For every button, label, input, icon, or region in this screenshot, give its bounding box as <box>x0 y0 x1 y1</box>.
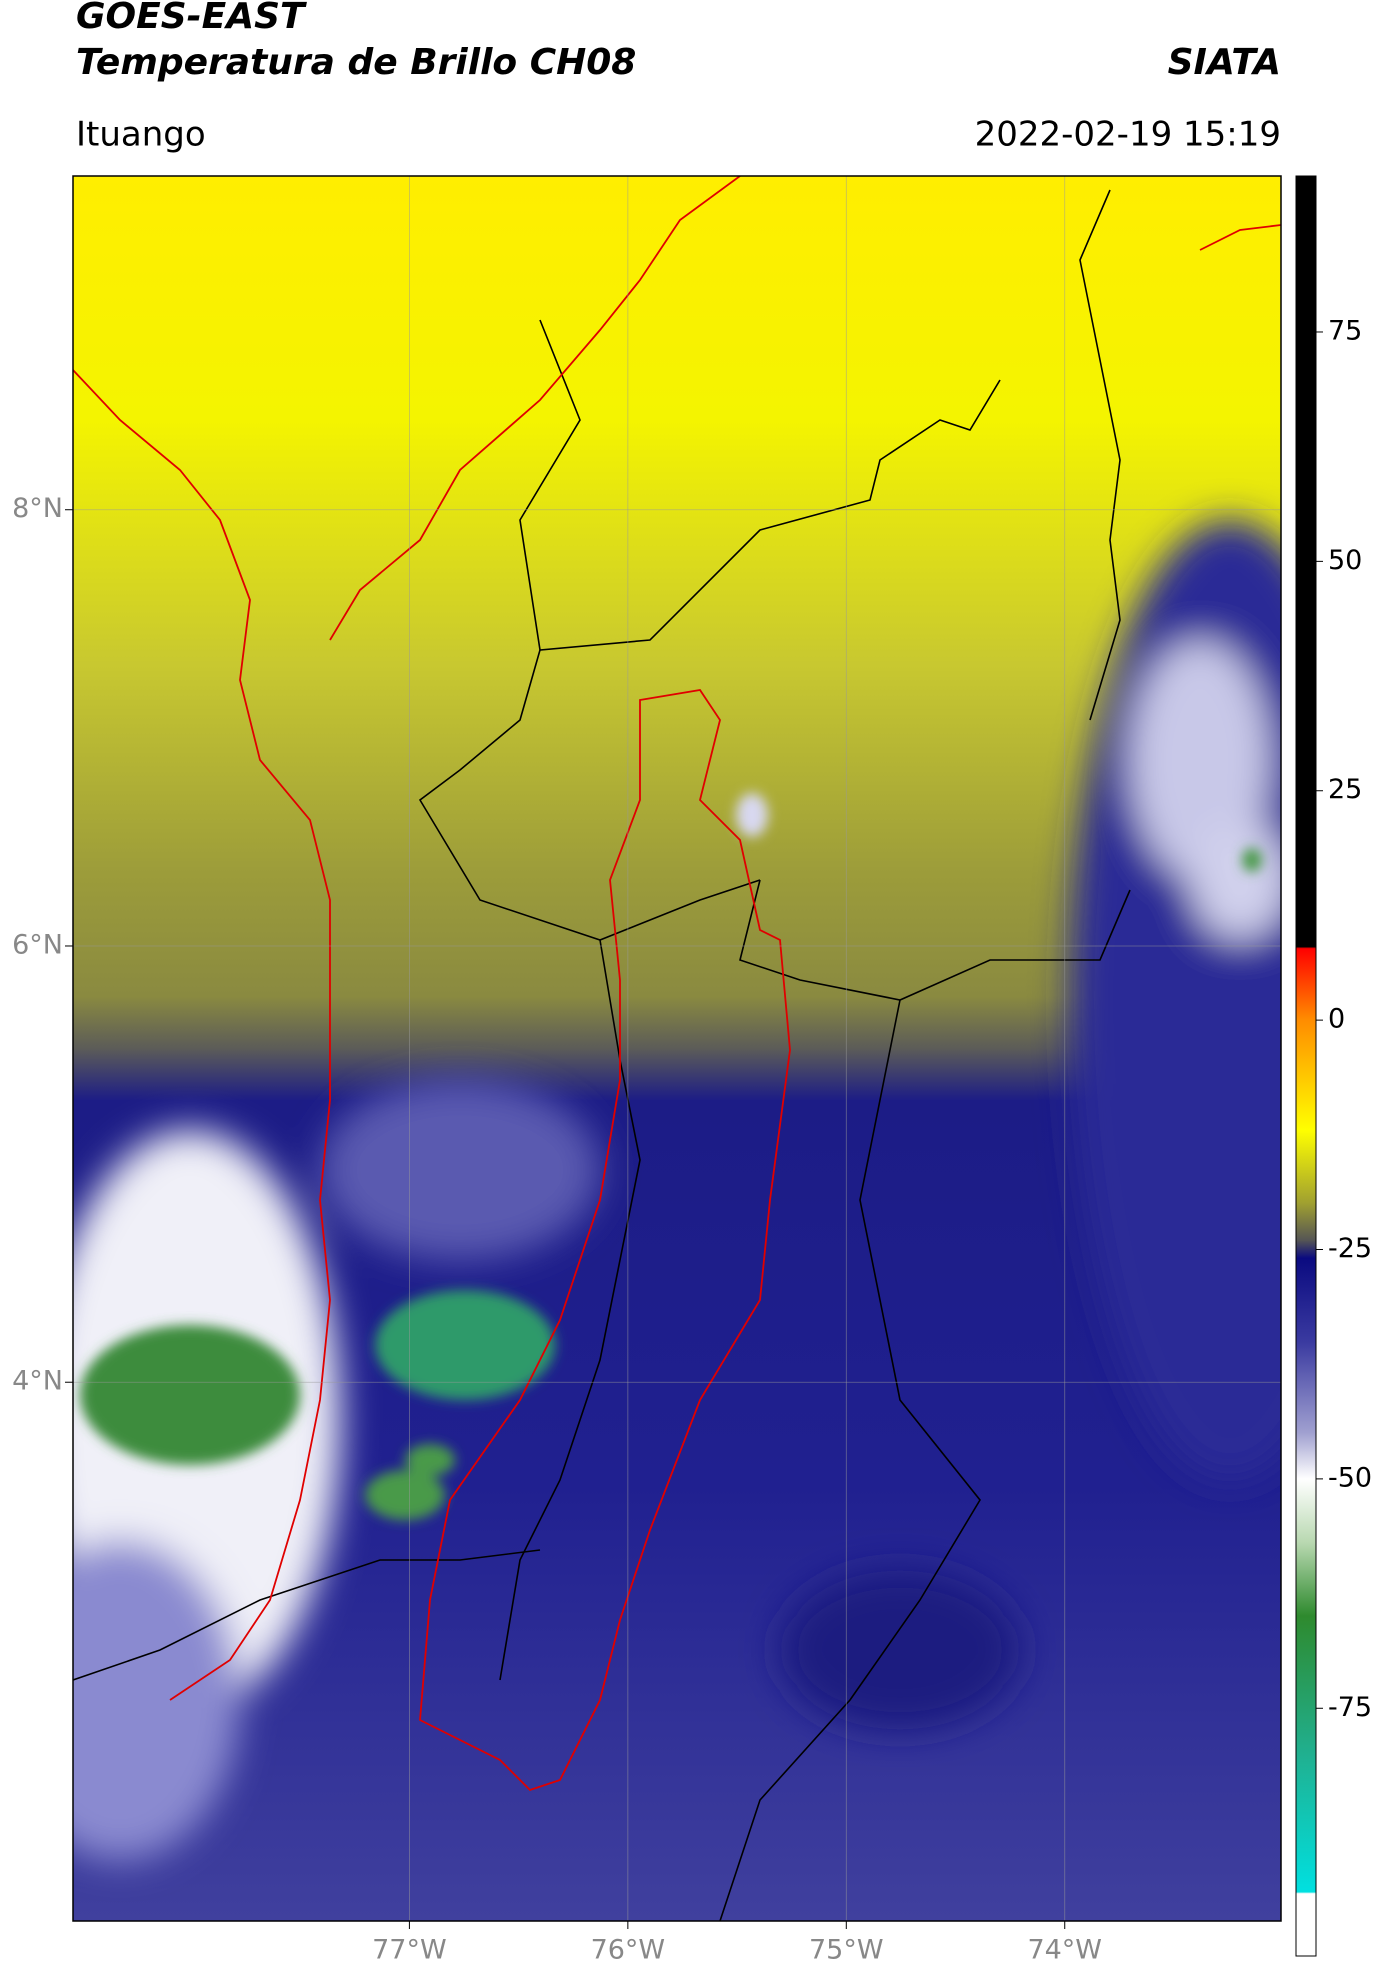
location: Ituango <box>76 115 206 155</box>
colorbar-label: 75 <box>1328 315 1362 346</box>
y-tick-label: 8°N <box>12 493 63 524</box>
colorbar <box>1295 175 1317 1957</box>
x-tick-label: 76°W <box>591 1935 666 1966</box>
colorbar-label: 50 <box>1328 545 1362 576</box>
x-tick-label: 75°W <box>809 1935 884 1966</box>
map-frame <box>72 175 1282 1922</box>
title: GOES-EAST <box>76 0 307 37</box>
subtitle: Temperatura de Brillo CH08 <box>76 42 636 83</box>
colorbar-label: 0 <box>1328 1004 1345 1035</box>
map-image <box>73 176 1281 1921</box>
datetime: 2022-02-19 15:19 <box>975 115 1281 155</box>
source: SIATA <box>1168 42 1281 83</box>
x-tick-label: 77°W <box>372 1935 447 1966</box>
colorbar-label: 25 <box>1328 774 1362 805</box>
colorbar-label: -50 <box>1328 1462 1372 1493</box>
colorbar-label: -75 <box>1328 1692 1372 1723</box>
x-tick-label: 74°W <box>1027 1935 1102 1966</box>
colorbar-label: -25 <box>1328 1233 1372 1264</box>
y-tick-label: 4°N <box>12 1366 63 1397</box>
graticule <box>73 176 1281 1921</box>
y-tick-label: 6°N <box>12 929 63 960</box>
